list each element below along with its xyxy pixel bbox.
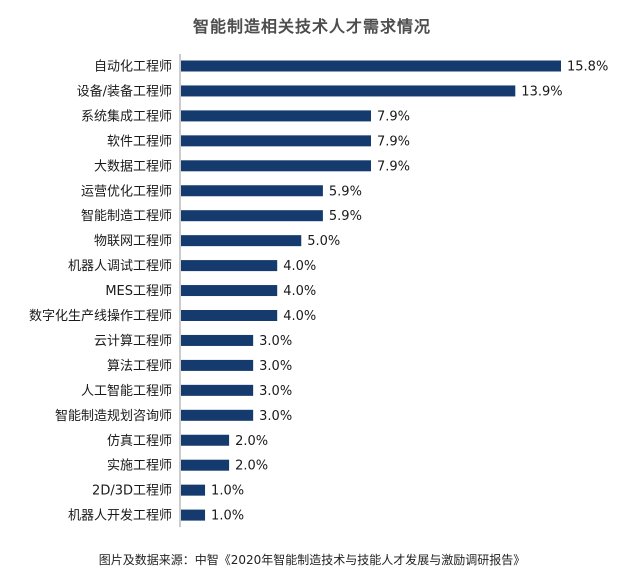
bar: [181, 285, 278, 297]
category-label: 大数据工程师: [94, 159, 172, 174]
category-label: 人工智能工程师: [81, 384, 172, 399]
value-label: 13.9%: [521, 84, 562, 99]
bar: [181, 160, 371, 172]
bar: [181, 85, 516, 97]
value-label: 7.9%: [377, 134, 410, 149]
value-label: 7.9%: [377, 109, 410, 124]
bar: [181, 484, 206, 496]
value-label: 3.0%: [259, 409, 292, 424]
category-label: 系统集成工程师: [81, 108, 172, 124]
value-label: 2.0%: [235, 434, 268, 449]
category-label: 机器人调试工程师: [68, 259, 172, 274]
category-label: MES工程师: [105, 284, 172, 299]
source-note: 图片及数据来源：中智《2020年智能制造技术与技能人才发展与激励调研报告》: [98, 553, 526, 567]
category-label: 物联网工程师: [94, 234, 172, 249]
value-label: 15.8%: [567, 60, 608, 75]
category-label: 实施工程师: [107, 459, 172, 474]
category-label: 软件工程师: [107, 134, 172, 149]
value-label: 3.0%: [259, 384, 292, 399]
value-label: 5.9%: [329, 184, 362, 199]
value-label: 4.0%: [283, 309, 316, 324]
category-label: 设备/装备工程师: [77, 83, 172, 99]
bar: [181, 334, 254, 346]
value-label: 5.0%: [307, 234, 340, 249]
bar: [181, 409, 254, 421]
bar: [181, 135, 371, 147]
category-label: 运营优化工程师: [81, 184, 172, 199]
value-label: 5.9%: [329, 209, 362, 224]
value-label: 3.0%: [259, 359, 292, 374]
bar: [181, 310, 278, 321]
category-label: 算法工程师: [107, 359, 172, 374]
value-label-group: 15.8% 13.9% 7.9% 7.9% 7.9% 5.9% 5.9% 5.0% 4.0% 4.…: [211, 60, 608, 524]
bar: [181, 185, 323, 197]
value-label: 4.0%: [283, 259, 316, 274]
value-label: 7.9%: [377, 159, 410, 174]
value-label: 1.0%: [211, 484, 244, 499]
category-label: 自动化工程师: [94, 60, 172, 75]
bar: [181, 235, 302, 247]
value-label: 3.0%: [259, 334, 292, 349]
bar: [181, 384, 254, 396]
bar: [181, 459, 230, 471]
value-label: 2.0%: [235, 459, 268, 474]
category-label: 数字化生产线操作工程师: [29, 308, 172, 324]
bar: [181, 359, 254, 371]
bar: [181, 110, 371, 122]
category-label: 智能制造工程师: [81, 209, 172, 224]
category-label-group: 自动化工程师设备/装备工程师系统集成工程师软件工程师大数据工程师运营优化工程师智…: [29, 60, 172, 524]
bar: [181, 260, 278, 272]
value-label: 1.0%: [211, 509, 244, 524]
value-label: 4.0%: [283, 284, 316, 299]
bar: [181, 509, 206, 521]
category-label: 2D/3D工程师: [92, 484, 172, 499]
category-label: 智能制造规划咨询师: [55, 409, 172, 424]
bar: [181, 60, 561, 72]
category-label: 云计算工程师: [94, 334, 172, 349]
category-label: 机器人开发工程师: [68, 508, 172, 524]
bar: [181, 210, 323, 222]
bar: [181, 434, 230, 446]
chart-title: 智能制造相关技术人才需求情况: [192, 17, 431, 36]
category-label: 仿真工程师: [107, 434, 172, 449]
bar-group: [181, 60, 561, 521]
